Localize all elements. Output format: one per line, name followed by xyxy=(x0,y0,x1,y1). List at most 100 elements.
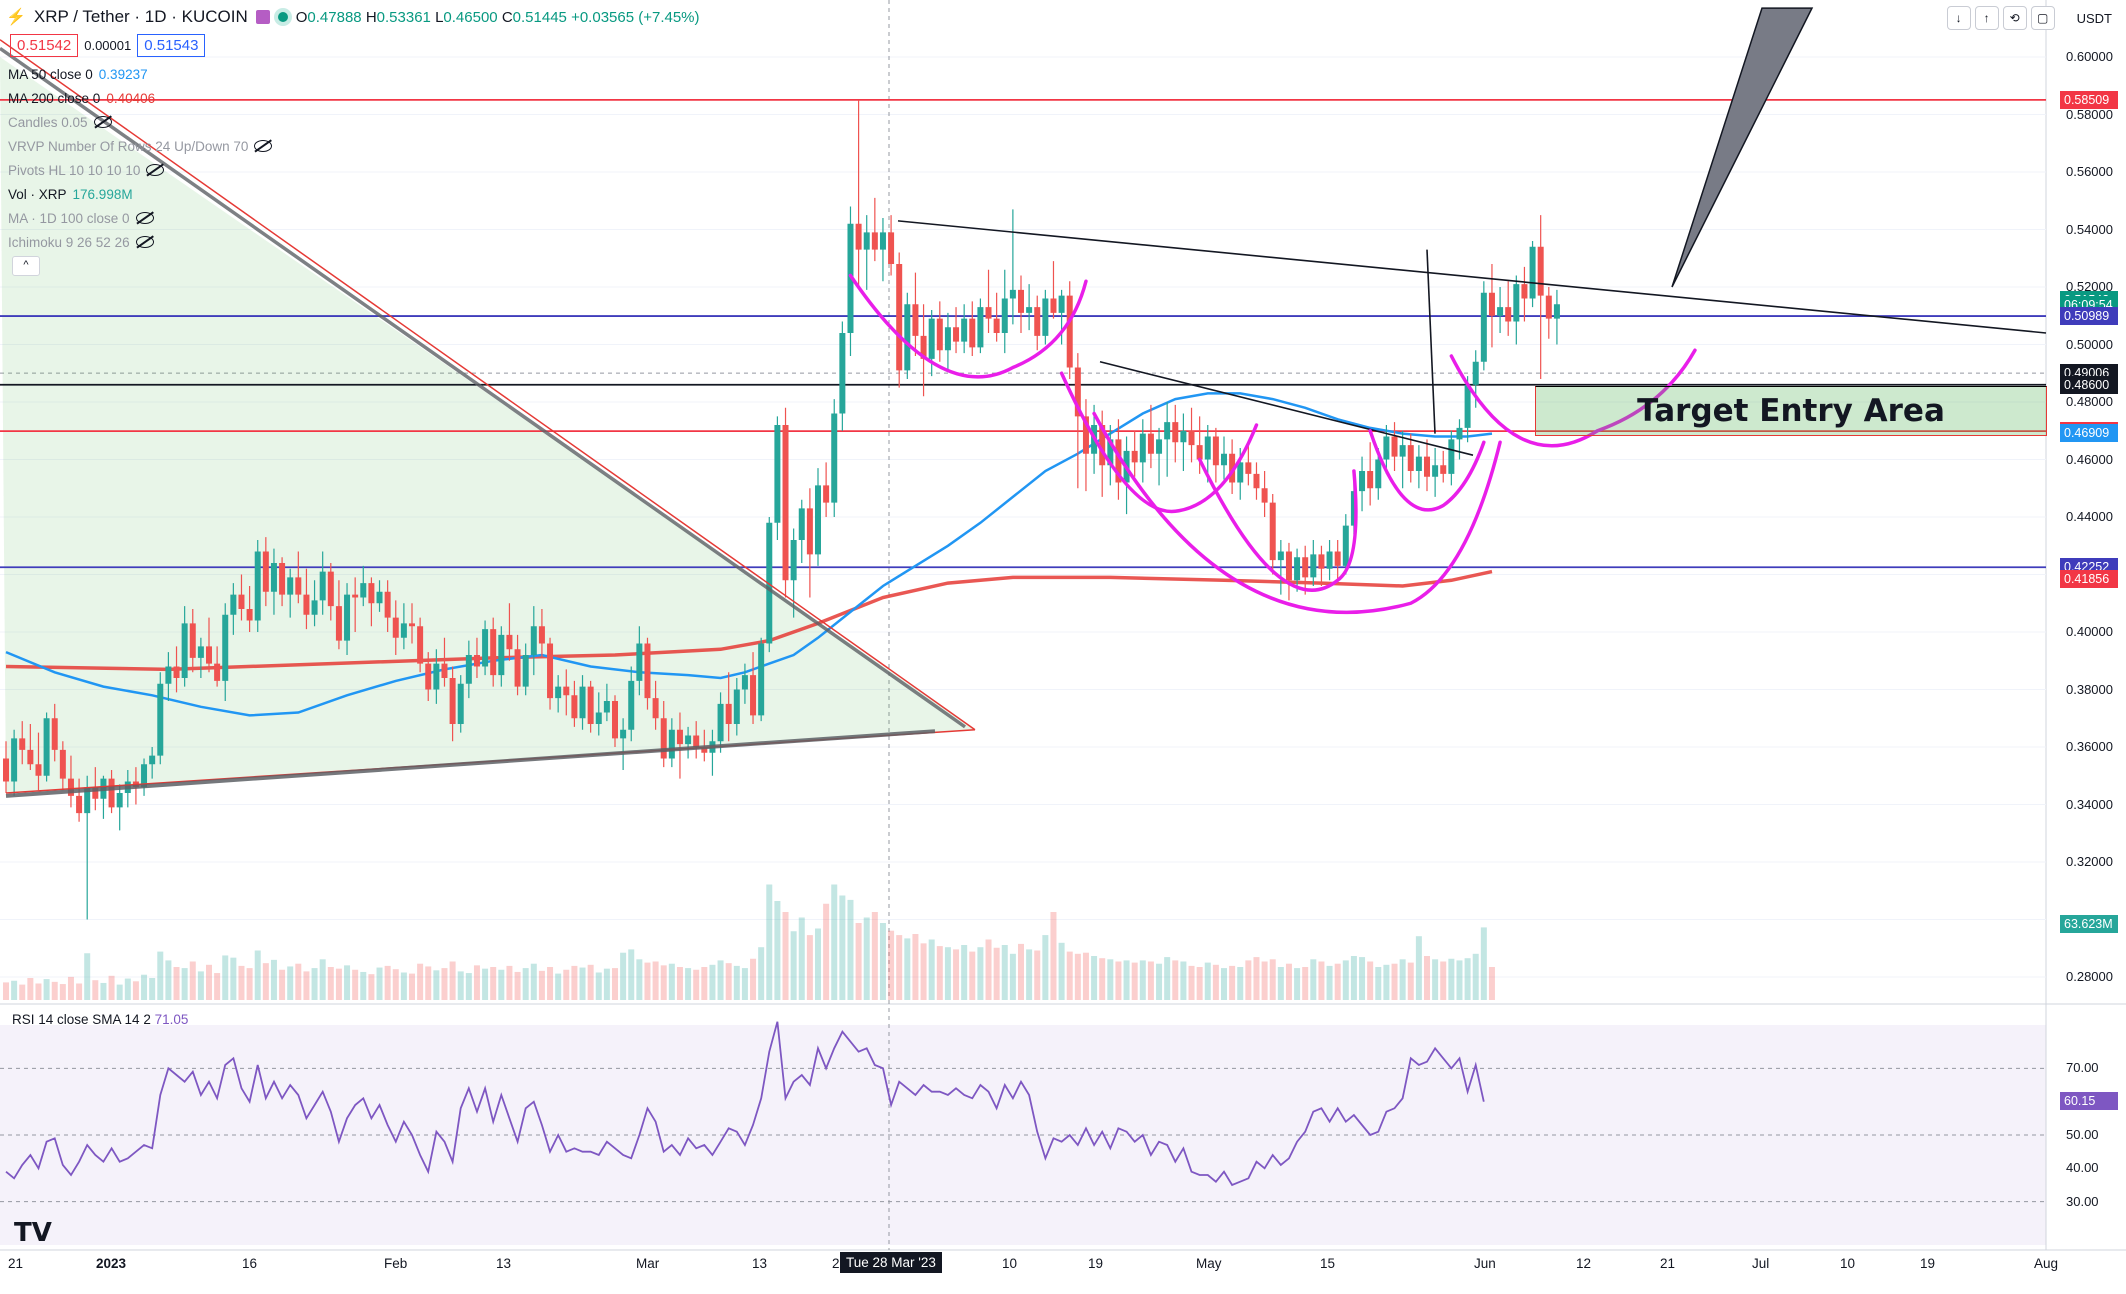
volume-bar xyxy=(1480,927,1487,1000)
candle-body xyxy=(1253,473,1260,489)
volume-bar xyxy=(928,939,935,1000)
hidden-eye-icon[interactable] xyxy=(135,212,154,224)
volume-bar xyxy=(465,973,472,1000)
reset-chart-icon[interactable]: ⟲ xyxy=(2002,6,2027,30)
candle-body xyxy=(1212,436,1219,466)
indicator-legend-row[interactable]: MA 50 close 0 0.39237 xyxy=(8,62,272,86)
volume-bar xyxy=(506,965,513,1000)
candle-body xyxy=(409,623,415,627)
indicator-legend-row[interactable]: MA 200 close 0 0.40406 xyxy=(8,86,272,110)
candle-body xyxy=(11,738,18,782)
rsi-tick-label: 50.00 xyxy=(2066,1127,2099,1142)
candle-body xyxy=(701,747,708,753)
indicator-legend-row[interactable]: Candles 0.05 xyxy=(8,110,272,134)
candle-body xyxy=(628,680,635,730)
hidden-eye-icon[interactable] xyxy=(254,140,273,152)
volume-bar xyxy=(1034,950,1041,1000)
scroll-up-button[interactable]: ↑ xyxy=(1974,6,1999,30)
volume-bar xyxy=(1269,959,1276,1000)
buy-price[interactable]: 0.51543 xyxy=(137,34,206,57)
candle-body xyxy=(733,689,740,724)
candle-body xyxy=(165,666,172,684)
volume-bar xyxy=(831,884,838,1000)
hidden-eye-icon[interactable] xyxy=(135,236,154,248)
candle-body xyxy=(1456,427,1463,440)
neckline-lower xyxy=(1099,360,1474,456)
target-arrow xyxy=(1671,7,1814,288)
indicator-legend-row[interactable]: Pivots HL 10 10 10 10 xyxy=(8,158,272,182)
rsi-tick-label: 30.00 xyxy=(2066,1193,2099,1209)
hidden-eye-icon[interactable] xyxy=(146,164,165,176)
volume-bar xyxy=(1302,967,1309,1000)
volume-bar xyxy=(311,968,318,1000)
candle-body xyxy=(506,634,513,650)
candle-body xyxy=(303,594,310,615)
indicator-legend-row[interactable]: Ichimoku 9 26 52 26 xyxy=(8,230,272,254)
candle-body xyxy=(1407,445,1414,471)
candle-body xyxy=(603,701,610,713)
candle-body xyxy=(538,626,545,644)
candle-body xyxy=(181,623,188,678)
candle-body xyxy=(498,634,505,676)
grid-lines xyxy=(0,0,2046,1250)
flag-icon[interactable] xyxy=(255,10,270,24)
symbol-header[interactable]: ⚡ XRP / Tether · 1D · KUCOIN O0.47888 H0… xyxy=(0,0,700,34)
x-tick-label: Jul xyxy=(1752,1256,1770,1271)
x-tick-label: 21 xyxy=(8,1256,24,1271)
indicator-legend-row[interactable]: MA · 1D 100 close 0 xyxy=(8,206,272,230)
volume-bar xyxy=(644,962,651,1000)
candle-body xyxy=(1464,384,1471,428)
cup-curve-4 xyxy=(1197,457,1358,592)
candle-body xyxy=(222,614,229,681)
indicator-label: MA 200 close 0 xyxy=(8,90,101,106)
x-tick-label: Jun xyxy=(1474,1256,1496,1271)
candle-body xyxy=(19,738,26,750)
volume-bar xyxy=(1326,965,1333,1000)
x-tick-label: 13 xyxy=(496,1256,512,1271)
hidden-eye-icon[interactable] xyxy=(93,116,112,128)
x-tick-label: Aug xyxy=(2034,1256,2059,1271)
candle-body xyxy=(928,318,935,359)
x-tick-label: 19 xyxy=(1920,1256,1936,1271)
volume-bar xyxy=(132,981,139,1000)
volume-bar xyxy=(59,984,66,1000)
candle-body xyxy=(993,318,1000,333)
sell-price[interactable]: 0.51542 xyxy=(10,34,79,57)
volume-bar xyxy=(530,963,537,1000)
volume-bar xyxy=(1009,953,1016,1000)
volume-bar xyxy=(1107,959,1114,1000)
volume-bar xyxy=(1285,963,1292,1000)
currency-select[interactable]: USDT xyxy=(2076,10,2112,26)
candlesticks xyxy=(3,100,1560,920)
candle-body xyxy=(1302,557,1309,578)
volume-bar xyxy=(92,980,99,1000)
rsi-tick-label: 70.00 xyxy=(2066,1060,2099,1076)
maximize-icon[interactable]: ▢ xyxy=(2030,6,2055,30)
candle-body xyxy=(766,522,773,644)
candle-body xyxy=(368,583,375,604)
candle-body xyxy=(287,577,294,595)
scroll-down-button[interactable]: ↓ xyxy=(1946,6,1971,30)
volume-bar xyxy=(254,950,261,1000)
volume-bar xyxy=(1375,967,1382,1000)
target-entry-area[interactable]: Target Entry Area xyxy=(1535,386,2047,436)
candle-body xyxy=(465,655,472,684)
volume-bar xyxy=(116,984,123,1000)
candle-body xyxy=(944,327,951,351)
tradingview-logo[interactable]: TV xyxy=(14,1218,52,1248)
collapse-legend-button[interactable]: ^ xyxy=(12,256,40,276)
volume-bar xyxy=(709,964,716,1000)
candle-body xyxy=(953,327,960,342)
candle-body xyxy=(985,307,992,319)
indicator-legend-row[interactable]: VRVP Number Of Rows 24 Up/Down 70 xyxy=(8,134,273,158)
candle-body xyxy=(490,629,497,676)
volume-bar xyxy=(1415,936,1422,1000)
candle-body xyxy=(1472,361,1479,385)
symbol-title[interactable]: XRP / Tether · 1D · KUCOIN xyxy=(33,7,248,26)
indicator-legend: MA 50 close 0 0.39237 MA 200 close 0 0.4040… xyxy=(8,62,273,254)
volume-bar xyxy=(1350,956,1357,1000)
indicator-legend-row[interactable]: Vol · XRP 176.998M xyxy=(8,182,272,206)
candle-body xyxy=(1310,554,1317,578)
